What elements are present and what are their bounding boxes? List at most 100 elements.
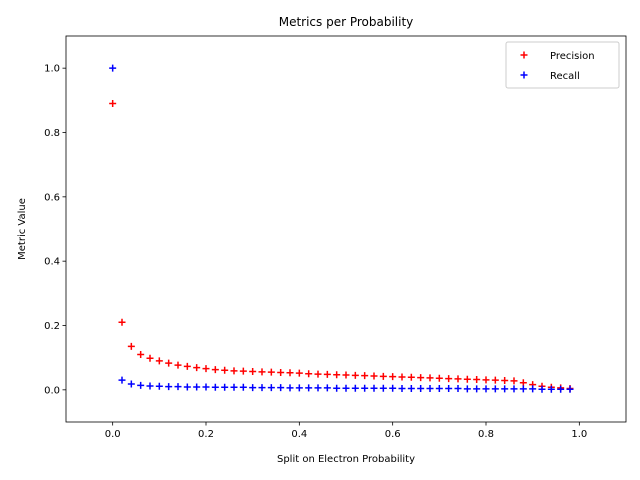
- precision-point: [211, 366, 219, 374]
- x-axis-title: Split on Electron Probability: [277, 454, 415, 465]
- series-precision: [109, 100, 574, 393]
- recall-point: [314, 384, 322, 392]
- precision-point: [482, 376, 490, 384]
- series-layer: [109, 64, 574, 393]
- recall-point: [239, 383, 247, 391]
- x-tick-label: 0.8: [478, 429, 494, 440]
- precision-point: [370, 372, 378, 380]
- recall-point: [230, 383, 238, 391]
- plot-area: 0.0 0.2 0.4 0.6 0.8 1.0 0.0 0.2 0.4 0.6 0.8 1.0: [44, 35, 627, 440]
- recall-point: [417, 385, 425, 393]
- y-axis-ticks: 0.0 0.2 0.4 0.6 0.8 1.0: [44, 64, 66, 396]
- precision-point: [239, 367, 247, 375]
- precision-point: [519, 379, 527, 387]
- y-tick-label: 0.0: [44, 385, 60, 396]
- precision-point: [277, 368, 285, 376]
- recall-point: [323, 384, 331, 392]
- series-recall: [109, 64, 574, 393]
- legend-marker-precision: [520, 51, 528, 59]
- y-tick-label: 0.6: [44, 192, 60, 203]
- recall-point: [379, 384, 387, 392]
- y-axis-title: Metric Value: [17, 198, 28, 260]
- y-tick-label: 1.0: [44, 64, 60, 75]
- precision-point: [267, 368, 275, 376]
- precision-point: [333, 371, 341, 379]
- precision-point: [165, 359, 173, 367]
- precision-point: [342, 371, 350, 379]
- precision-point: [127, 342, 135, 350]
- plot-background: [66, 36, 626, 422]
- recall-point: [305, 384, 313, 392]
- precision-point: [109, 100, 117, 108]
- precision-point: [258, 368, 266, 376]
- recall-point: [482, 385, 490, 393]
- precision-point: [323, 370, 331, 378]
- recall-point: [501, 385, 509, 393]
- precision-point: [286, 369, 294, 377]
- recall-point: [557, 385, 565, 393]
- legend-box: [505, 41, 620, 89]
- y-tick-label: 0.2: [44, 321, 60, 332]
- recall-point: [398, 385, 406, 393]
- recall-point: [118, 376, 126, 384]
- recall-point: [137, 381, 145, 389]
- precision-point: [435, 374, 443, 382]
- recall-point: [491, 385, 499, 393]
- precision-point: [249, 367, 257, 375]
- precision-point: [305, 370, 313, 378]
- x-tick-label: 0.2: [198, 429, 214, 440]
- recall-point: [165, 383, 173, 391]
- precision-point: [379, 372, 387, 380]
- precision-point: [417, 374, 425, 382]
- precision-point: [473, 376, 481, 384]
- chart-title: Metrics per Probability: [279, 15, 414, 29]
- precision-point: [202, 365, 210, 373]
- recall-point: [519, 385, 527, 393]
- recall-point: [407, 385, 415, 393]
- y-tick-label: 0.4: [44, 257, 60, 268]
- recall-point: [361, 384, 369, 392]
- precision-point: [407, 373, 415, 381]
- precision-point: [174, 361, 182, 369]
- recall-point: [146, 382, 154, 390]
- recall-point: [566, 385, 574, 393]
- recall-point: [333, 384, 341, 392]
- recall-point: [295, 384, 303, 392]
- recall-point: [221, 383, 229, 391]
- precision-point: [351, 371, 359, 379]
- precision-point: [510, 377, 518, 385]
- recall-point: [174, 383, 182, 391]
- recall-point: [286, 384, 294, 392]
- recall-point: [202, 383, 210, 391]
- recall-point: [370, 384, 378, 392]
- recall-point: [183, 383, 191, 391]
- precision-point: [193, 364, 201, 372]
- recall-point: [351, 384, 359, 392]
- recall-point: [258, 384, 266, 392]
- recall-point: [463, 385, 471, 393]
- recall-point: [389, 384, 397, 392]
- legend: Precision Recall: [505, 41, 620, 89]
- recall-point: [445, 385, 453, 393]
- recall-point: [538, 385, 546, 393]
- y-tick-label: 0.8: [44, 128, 60, 139]
- precision-point: [221, 366, 229, 374]
- recall-point: [267, 384, 275, 392]
- precision-point: [295, 369, 303, 377]
- recall-point: [426, 385, 434, 393]
- precision-point: [445, 375, 453, 383]
- precision-point: [118, 318, 126, 326]
- precision-point: [155, 357, 163, 365]
- recall-point: [435, 385, 443, 393]
- recall-point: [547, 385, 555, 393]
- precision-point: [398, 373, 406, 381]
- recall-point: [277, 384, 285, 392]
- x-tick-label: 0.0: [105, 429, 121, 440]
- precision-point: [137, 350, 145, 358]
- recall-point: [473, 385, 481, 393]
- precision-point: [463, 375, 471, 383]
- legend-label-precision: Precision: [550, 51, 595, 62]
- precision-point: [314, 370, 322, 378]
- precision-point: [491, 376, 499, 384]
